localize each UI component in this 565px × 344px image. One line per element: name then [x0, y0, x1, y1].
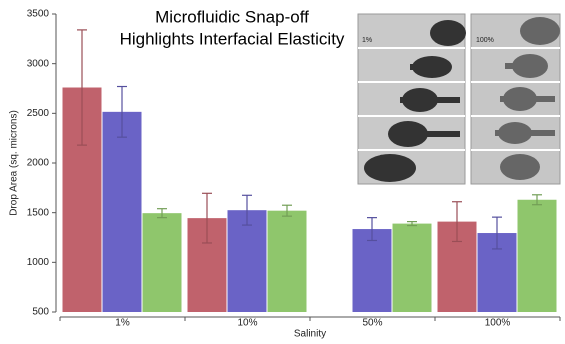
- inset-label: 1%: [362, 37, 372, 44]
- error-bar: [407, 221, 417, 227]
- bar: [517, 199, 557, 312]
- bar: [142, 213, 182, 312]
- x-tick-label: 10%: [237, 318, 257, 329]
- error-bar: [452, 201, 462, 243]
- error-bar: [282, 204, 292, 217]
- y-tick-label: 2500: [27, 108, 50, 119]
- y-tick-label: 2000: [27, 158, 50, 169]
- error-bar: [117, 85, 127, 138]
- bar: [227, 210, 267, 312]
- x-tick-label: 50%: [362, 318, 382, 329]
- x-tick-label: 1%: [115, 318, 130, 329]
- error-bar: [157, 208, 167, 219]
- error-bar: [532, 194, 542, 206]
- inset-images: 1% 100%: [357, 13, 561, 185]
- x-tick-label: 100%: [485, 318, 511, 329]
- y-tick-label: 500: [32, 307, 49, 318]
- bar: [267, 210, 307, 312]
- x-axis-label: Salinity: [294, 329, 326, 340]
- y-tick-label: 3000: [27, 58, 50, 69]
- error-bar: [242, 194, 252, 226]
- inset-label: 100%: [476, 37, 494, 44]
- y-tick-label: 3500: [27, 9, 50, 20]
- chart-title: Highlights Interfacial Elasticity: [120, 29, 345, 48]
- error-bar: [367, 217, 377, 242]
- y-tick-label: 1000: [27, 257, 50, 268]
- error-bar: [202, 192, 212, 244]
- bar: [392, 223, 432, 312]
- chart-title: Microfluidic Snap-off: [155, 7, 309, 26]
- error-bar: [492, 216, 502, 250]
- bar: [352, 229, 392, 312]
- y-tick-label: 1500: [27, 207, 50, 218]
- y-axis-label: Drop Area (sq. microns): [9, 110, 20, 216]
- error-bar: [77, 29, 87, 146]
- bar: [102, 111, 142, 313]
